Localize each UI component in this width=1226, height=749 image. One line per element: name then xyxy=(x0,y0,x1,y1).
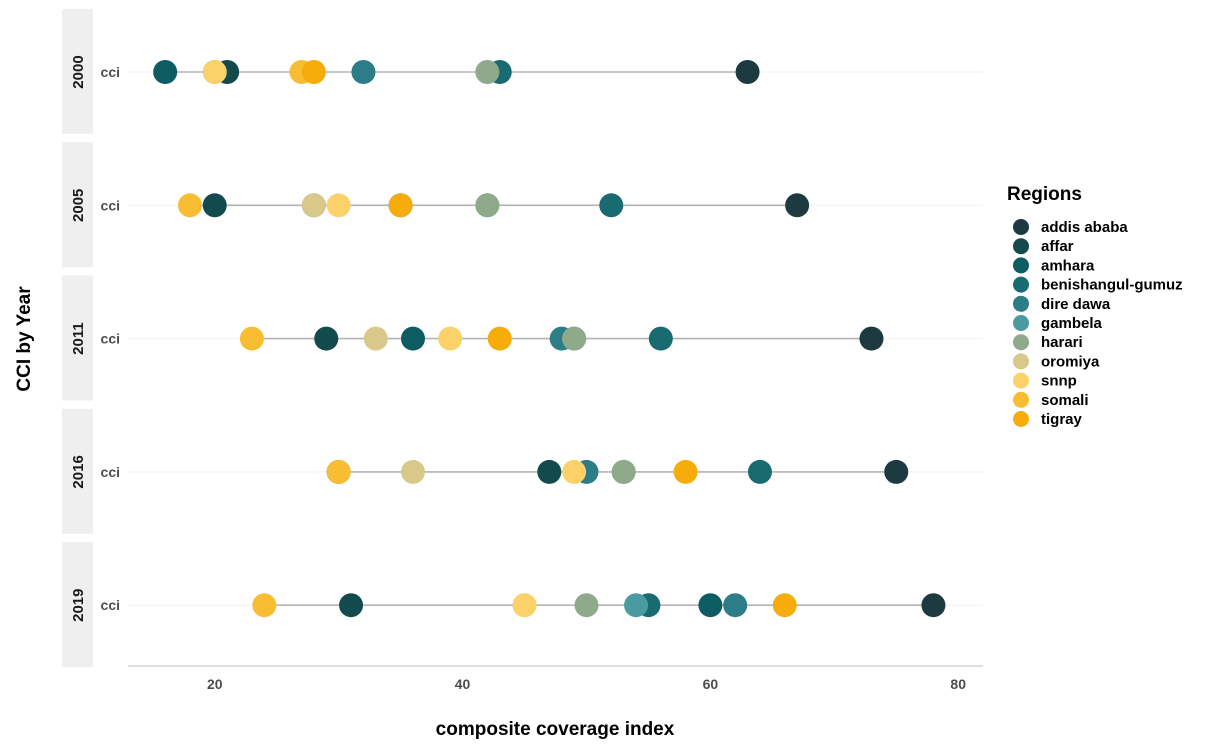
data-point xyxy=(301,193,326,218)
legend-swatch xyxy=(1013,391,1029,408)
facet-label: 2011 xyxy=(70,322,87,355)
data-point xyxy=(747,459,772,484)
data-point xyxy=(401,326,425,351)
row-tick-label: cci xyxy=(101,464,120,480)
x-tick-label: 20 xyxy=(207,676,223,692)
data-point xyxy=(723,593,748,618)
legend-label: gambela xyxy=(1041,315,1103,332)
data-point xyxy=(599,193,624,218)
facet-strip xyxy=(62,542,93,668)
data-point xyxy=(574,593,599,618)
facet-label: 2019 xyxy=(70,589,87,622)
data-point xyxy=(537,459,562,484)
legend-swatch xyxy=(1013,257,1029,274)
data-point xyxy=(252,593,277,618)
data-point xyxy=(202,60,227,84)
data-point xyxy=(562,326,587,351)
legend-label: benishangul-gumuz xyxy=(1041,277,1183,294)
data-point xyxy=(735,60,760,84)
legend-label: addis ababa xyxy=(1041,219,1128,236)
legend-swatch xyxy=(1013,315,1029,331)
data-point xyxy=(624,593,649,618)
data-point xyxy=(314,326,339,351)
legend-swatch xyxy=(1013,295,1029,312)
data-point xyxy=(884,459,909,484)
legend-label: amhara xyxy=(1041,257,1095,274)
data-point xyxy=(859,326,884,351)
data-point xyxy=(648,326,673,351)
y-axis-title: CCI by Year xyxy=(14,286,35,392)
data-point xyxy=(487,326,512,351)
facet-label: 2005 xyxy=(70,189,87,222)
data-point xyxy=(153,60,178,84)
row-tick-label: cci xyxy=(101,197,120,213)
data-point xyxy=(772,593,797,618)
data-point xyxy=(785,193,810,218)
data-point xyxy=(363,326,388,351)
data-point xyxy=(562,459,587,484)
data-point xyxy=(202,193,227,218)
x-axis-title: composite coverage index xyxy=(436,719,675,740)
data-point xyxy=(339,593,364,618)
data-point xyxy=(475,193,500,218)
facet-strip xyxy=(62,142,93,268)
data-point xyxy=(326,193,351,218)
data-point xyxy=(611,459,636,484)
legend-label: oromiya xyxy=(1041,353,1100,370)
legend-swatch xyxy=(1013,372,1029,389)
facet-label: 2000 xyxy=(70,55,87,88)
legend-title: Regions xyxy=(1007,184,1082,205)
legend-swatch xyxy=(1013,238,1029,255)
facet-strip xyxy=(62,9,93,134)
facet-strip xyxy=(62,408,93,534)
legend-swatch xyxy=(1013,276,1029,293)
x-tick-label: 60 xyxy=(703,676,719,692)
legend-label: somali xyxy=(1041,392,1089,409)
data-point xyxy=(921,593,946,618)
legend-swatch xyxy=(1013,411,1029,427)
data-point xyxy=(438,326,463,351)
x-tick-label: 80 xyxy=(950,676,966,692)
legend-label: dire dawa xyxy=(1041,296,1111,313)
legend-swatch xyxy=(1013,353,1029,370)
data-point xyxy=(388,193,413,218)
legend-swatch xyxy=(1013,219,1029,235)
data-point xyxy=(698,593,723,618)
data-point xyxy=(177,193,202,218)
row-tick-label: cci xyxy=(101,64,120,80)
data-point xyxy=(326,459,351,484)
x-tick-label: 40 xyxy=(455,676,471,692)
data-point xyxy=(351,60,376,84)
data-point xyxy=(512,593,537,618)
legend-swatch xyxy=(1013,334,1029,351)
legend-label: tigray xyxy=(1041,411,1083,428)
data-point xyxy=(401,459,425,484)
data-point xyxy=(301,60,326,84)
legend-label: harari xyxy=(1041,334,1083,351)
data-point xyxy=(673,459,698,484)
legend-label: snnp xyxy=(1041,373,1077,390)
facet-label: 2016 xyxy=(70,455,87,488)
row-tick-label: cci xyxy=(101,331,120,347)
row-tick-label: cci xyxy=(101,597,120,613)
facet-strip xyxy=(62,275,93,401)
data-point xyxy=(239,326,264,351)
legend-label: affar xyxy=(1041,238,1074,255)
data-point xyxy=(475,60,500,84)
